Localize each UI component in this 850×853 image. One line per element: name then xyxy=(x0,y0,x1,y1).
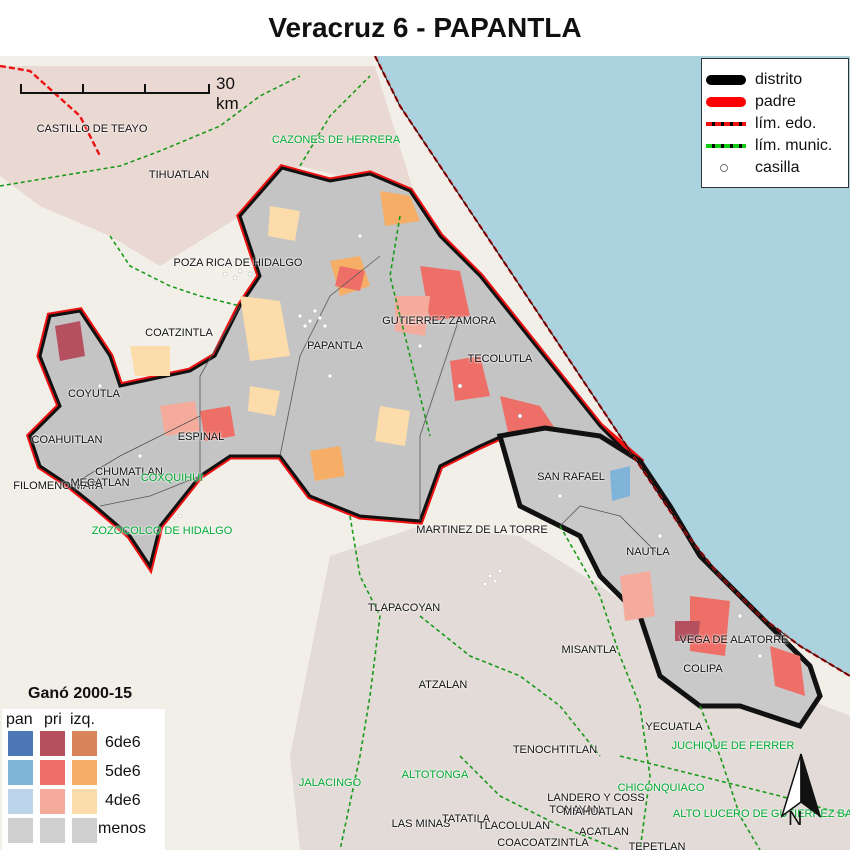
place-label: COXQUIHUI xyxy=(140,472,204,484)
swatch xyxy=(40,760,65,785)
thick-red-line-icon xyxy=(706,97,746,107)
place-label: JUCHIQUE DE FERRER xyxy=(671,740,795,752)
swatch xyxy=(8,760,33,785)
scale-bar-line xyxy=(20,84,210,94)
district-neighbor xyxy=(496,425,823,729)
sea xyxy=(375,56,850,676)
swatch xyxy=(40,818,65,843)
place-label: MARTINEZ DE LA TORRE xyxy=(416,524,548,536)
column-header: pan xyxy=(6,711,33,728)
row-label: 4de6 xyxy=(105,792,141,809)
place-label: TONAYAN xyxy=(549,804,601,816)
color-legend: Ganó 2000-15 pan pri izq. 6de6 5de6 4de6… xyxy=(0,681,165,850)
place-label: CHICONQUIACO xyxy=(617,782,705,794)
row-label: 5de6 xyxy=(105,763,141,780)
neighbor-north xyxy=(0,66,415,266)
state-boundary-inner xyxy=(374,56,850,677)
place-label: TLACOLULAN xyxy=(477,820,551,832)
swatch xyxy=(72,789,97,814)
swatch xyxy=(8,789,33,814)
colored-sections xyxy=(55,191,560,481)
place-label: CHUMATLAN xyxy=(95,466,163,478)
red-black-dashed-line-icon xyxy=(706,122,746,126)
column-header: izq. xyxy=(70,711,95,728)
place-label: ALTOTONGA xyxy=(401,769,469,781)
neighbor-south xyxy=(290,526,850,850)
swatch xyxy=(72,731,97,756)
place-label: TEPETLAN xyxy=(628,841,686,853)
place-label: MIAHUATLAN xyxy=(562,806,634,818)
place-label: NAUTLA xyxy=(626,546,670,558)
place-label: TECOLUTLA xyxy=(467,353,533,365)
casilla-points xyxy=(97,233,763,669)
municipal-boundaries xyxy=(0,75,850,850)
scale-tick xyxy=(82,84,84,92)
place-label: VEGA DE ALATORRE xyxy=(679,634,789,646)
place-label: MECATLAN xyxy=(70,477,130,489)
swatch xyxy=(72,760,97,785)
place-label: COACOATZINTLA xyxy=(497,837,589,849)
legend-item-lim-munic: lím. munic. xyxy=(702,135,848,157)
section-boundaries xyxy=(69,255,661,557)
swatch xyxy=(8,731,33,756)
swatch xyxy=(40,731,65,756)
place-label: COATZINTLA xyxy=(145,327,213,339)
place-label: FILOMENO MATA xyxy=(13,480,103,492)
place-label: CAZONES DE HERRERA xyxy=(271,134,401,146)
north-label: N xyxy=(788,808,803,830)
map-legend: distrito padre lím. edo. lím. munic. cas… xyxy=(701,58,849,188)
neighbor-colored-sections xyxy=(610,466,805,696)
place-label: YECUATLA xyxy=(645,721,703,733)
scale-bar: 30 km xyxy=(20,72,239,113)
hollow-circle-icon xyxy=(720,164,728,172)
legend-item-lim-edo: lím. edo. xyxy=(702,113,848,135)
scale-label: 30 km xyxy=(216,74,239,113)
place-label: COLIPA xyxy=(683,663,723,675)
place-label: LAS MINAS xyxy=(391,818,451,830)
north-arrow-icon: N xyxy=(778,752,824,832)
place-label: SAN RAFAEL xyxy=(537,471,605,483)
map-title: Veracruz 6 - PAPANTLA xyxy=(0,0,850,56)
place-label: TATATILA xyxy=(441,813,491,825)
place-label: ALTO LUCERO DE GUTIERREZ BARRIOS xyxy=(672,808,850,820)
place-label: COYUTLA xyxy=(68,388,120,400)
place-label: COAHUITLAN xyxy=(31,434,103,446)
thick-black-line-icon xyxy=(706,75,746,85)
swatch xyxy=(8,818,33,843)
place-label: TLAPACOYAN xyxy=(367,602,441,614)
legend-item-distrito: distrito xyxy=(702,69,848,91)
legend-item-padre: padre xyxy=(702,91,848,113)
place-label: MISANTLA xyxy=(561,644,617,656)
place-label: GUTIERREZ ZAMORA xyxy=(382,315,496,327)
place-label: PAPANTLA xyxy=(307,340,363,352)
place-label: ESPINAL xyxy=(177,431,225,443)
row-label: menos xyxy=(98,820,147,837)
legend-item-casilla: casilla xyxy=(702,157,848,179)
swatch xyxy=(72,818,97,843)
row-label: 6de6 xyxy=(105,734,141,751)
place-label: TENOCHTITLAN xyxy=(512,744,598,756)
color-legend-title: Ganó 2000-15 xyxy=(28,685,133,702)
swatch xyxy=(40,789,65,814)
place-label: ZOZOCOLCO DE HIDALGO xyxy=(91,525,233,537)
place-label: ATZALAN xyxy=(418,679,468,691)
place-label: POZA RICA DE HIDALGO xyxy=(173,257,303,269)
column-header: pri xyxy=(44,711,62,728)
place-label: TIHUATLAN xyxy=(148,169,210,181)
green-black-dashed-line-icon xyxy=(706,144,746,148)
place-label: LANDERO Y COSS xyxy=(547,792,645,804)
place-label: CASTILLO DE TEAYO xyxy=(36,123,148,135)
place-label: JALACINGO xyxy=(298,777,362,789)
place-label: ACATLAN xyxy=(579,826,629,838)
scale-tick xyxy=(144,84,146,92)
